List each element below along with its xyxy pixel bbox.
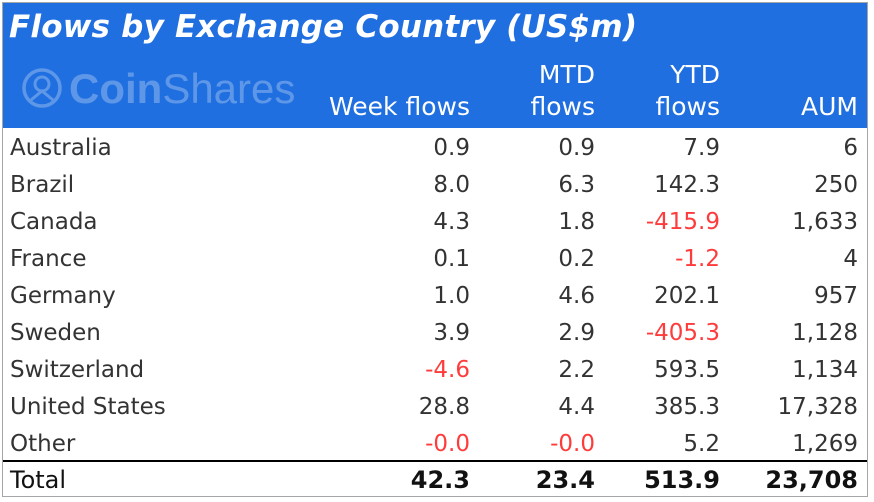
cell-mtd: -0.0	[550, 431, 595, 457]
cell-aum: 17,328	[777, 394, 858, 420]
row-country: United States	[10, 394, 166, 420]
cell-ytd: -415.9	[645, 209, 720, 235]
coinshares-wordmark: CoinShares	[69, 65, 296, 112]
cell-ytd: 593.5	[654, 357, 720, 383]
row-country: Canada	[10, 209, 98, 235]
cell-aum: 250	[814, 172, 858, 198]
cell-aum: 4	[843, 246, 858, 272]
cell-ytd: 142.3	[654, 172, 720, 198]
cell-mtd: 4.4	[558, 394, 595, 420]
cell-ytd: -405.3	[645, 320, 720, 346]
cell-week: 1.0	[433, 283, 470, 309]
total-label: Total	[10, 466, 67, 494]
cell-ytd: 5.2	[683, 431, 720, 457]
row-country: France	[10, 246, 87, 272]
row-country: Brazil	[10, 172, 75, 198]
col-header-week: Week flows	[329, 92, 470, 121]
col-header-ytd: YTD flows	[655, 60, 720, 121]
coinshares-watermark: CoinShares	[21, 63, 341, 117]
row-country: Australia	[10, 135, 112, 161]
cell-week: 28.8	[418, 394, 470, 420]
table-row: Germany 1.0 4.6 202.1 957	[3, 278, 867, 315]
total-divider	[3, 460, 867, 462]
coinshares-logo-icon	[22, 68, 62, 108]
col-header-mtd: MTD flows	[530, 60, 595, 121]
total-row-cells: Total 42.3 23.4 513.9 23,708	[3, 462, 867, 496]
flows-table: Flows by Exchange Country (US$m) CoinSha…	[2, 2, 868, 497]
cell-week: 0.9	[433, 135, 470, 161]
cell-week: 0.1	[433, 246, 470, 272]
cell-mtd: 23.4	[535, 466, 595, 494]
row-country: Other	[10, 431, 76, 457]
cell-mtd: 0.2	[558, 246, 595, 272]
cell-mtd: 1.8	[558, 209, 595, 235]
cell-week: -0.0	[425, 431, 470, 457]
cell-aum: 23,708	[765, 466, 858, 494]
cell-mtd: 6.3	[558, 172, 595, 198]
cell-ytd: 7.9	[683, 135, 720, 161]
table-row: Brazil 8.0 6.3 142.3 250	[3, 167, 867, 204]
cell-week: 8.0	[433, 172, 470, 198]
table-row: United States 28.8 4.4 385.3 17,328	[3, 389, 867, 426]
col-header-aum: AUM	[801, 92, 858, 121]
cell-aum: 1,269	[792, 431, 858, 457]
row-country: Sweden	[10, 320, 101, 346]
row-country: Switzerland	[10, 357, 145, 383]
table-row: Other -0.0 -0.0 5.2 1,269	[3, 426, 867, 463]
cell-week: 4.3	[433, 209, 470, 235]
table-row: Switzerland -4.6 2.2 593.5 1,134	[3, 352, 867, 389]
table-row: Canada 4.3 1.8 -415.9 1,633	[3, 204, 867, 241]
cell-mtd: 0.9	[558, 135, 595, 161]
cell-aum: 1,633	[792, 209, 858, 235]
cell-week: 3.9	[433, 320, 470, 346]
row-country: Germany	[10, 283, 116, 309]
cell-mtd: 4.6	[558, 283, 595, 309]
cell-ytd: 202.1	[654, 283, 720, 309]
cell-week: 42.3	[410, 466, 470, 494]
cell-aum: 6	[843, 135, 858, 161]
table-header: Flows by Exchange Country (US$m) CoinSha…	[3, 3, 867, 128]
cell-mtd: 2.9	[558, 320, 595, 346]
cell-aum: 1,128	[792, 320, 858, 346]
table-row: Australia 0.9 0.9 7.9 6	[3, 130, 867, 167]
table-row: France 0.1 0.2 -1.2 4	[3, 241, 867, 278]
cell-week: -4.6	[425, 357, 470, 383]
cell-aum: 1,134	[792, 357, 858, 383]
cell-ytd: 385.3	[654, 394, 720, 420]
table-title: Flows by Exchange Country (US$m)	[9, 9, 638, 45]
cell-ytd: 513.9	[644, 466, 720, 494]
table-row: Sweden 3.9 2.9 -405.3 1,128	[3, 315, 867, 352]
cell-mtd: 2.2	[558, 357, 595, 383]
cell-ytd: -1.2	[675, 246, 720, 272]
cell-aum: 957	[814, 283, 858, 309]
